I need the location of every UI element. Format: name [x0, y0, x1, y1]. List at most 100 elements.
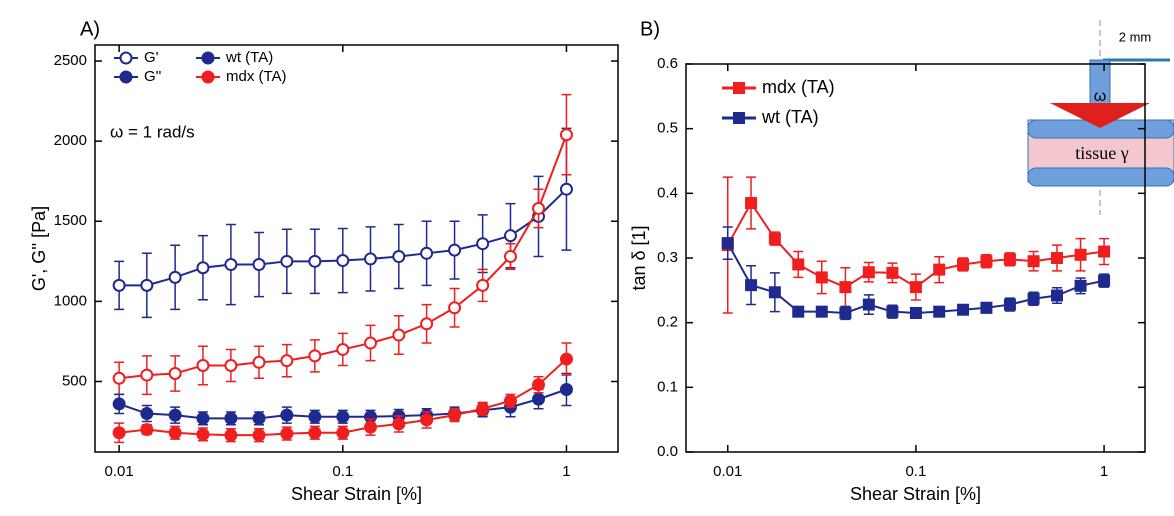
marker: [196, 358, 210, 372]
y-tick-label: 0.2: [657, 314, 678, 331]
marker: [119, 51, 133, 65]
marker: [476, 278, 490, 292]
marker: [280, 427, 294, 441]
legend-label: wt (TA): [761, 107, 819, 127]
marker: [815, 271, 828, 284]
marker: [119, 70, 133, 84]
legend-label: G': [144, 49, 159, 66]
x-tick-label: 1: [1100, 463, 1108, 480]
marker: [768, 232, 781, 245]
marker: [363, 420, 377, 434]
plate: [1027, 167, 1174, 187]
marker: [201, 70, 215, 84]
x-axis-label: Shear Strain [%]: [850, 484, 981, 504]
marker: [909, 306, 922, 319]
marker: [168, 426, 182, 440]
y-tick-label: 500: [62, 372, 87, 389]
marker: [980, 255, 993, 268]
marker: [768, 286, 781, 299]
marker: [140, 407, 154, 421]
marker: [721, 237, 734, 250]
legend-label: mdx (TA): [762, 77, 835, 97]
marker: [363, 336, 377, 350]
marker: [503, 394, 517, 408]
marker: [862, 298, 875, 311]
marker: [815, 305, 828, 318]
marker: [559, 182, 573, 196]
marker: [140, 368, 154, 382]
y-tick-label: 2000: [54, 132, 87, 149]
marker: [201, 51, 215, 65]
marker: [252, 428, 266, 442]
y-tick-label: 1500: [54, 212, 87, 229]
marker: [392, 328, 406, 342]
panel-label: B): [640, 18, 660, 40]
marker: [933, 263, 946, 276]
marker: [839, 306, 852, 319]
marker: [224, 428, 238, 442]
marker: [957, 258, 970, 271]
marker: [1050, 289, 1063, 302]
marker: [1050, 252, 1063, 264]
y-tick-label: 0.1: [657, 378, 678, 395]
y-tick-label: 1000: [54, 292, 87, 309]
y-axis-label: tan δ [1]: [629, 225, 649, 290]
marker: [448, 243, 462, 257]
marker: [168, 408, 182, 422]
legend-label: mdx (TA): [226, 68, 287, 85]
marker: [252, 355, 266, 369]
marker: [252, 411, 266, 425]
legend-label: G'': [144, 68, 162, 85]
marker: [1027, 292, 1040, 305]
marker: [1074, 279, 1087, 292]
marker: [448, 301, 462, 315]
marker: [886, 305, 899, 318]
marker: [112, 371, 126, 385]
x-tick-label: 0.01: [713, 463, 742, 480]
marker: [336, 342, 350, 356]
marker: [745, 279, 758, 292]
x-tick-label: 0.01: [105, 463, 134, 480]
marker: [308, 254, 322, 268]
y-tick-label: 0.6: [657, 55, 678, 72]
marker: [1098, 245, 1111, 258]
marker: [476, 402, 490, 416]
marker: [392, 417, 406, 431]
marker: [503, 250, 517, 264]
marker: [933, 305, 946, 318]
x-tick-label: 0.1: [332, 463, 353, 480]
marker: [112, 397, 126, 411]
marker: [168, 366, 182, 380]
y-tick-label: 0.0: [657, 443, 678, 460]
annotation: ω = 1 rad/s: [110, 122, 195, 141]
marker: [980, 301, 993, 314]
marker: [1003, 253, 1016, 266]
marker: [363, 252, 377, 266]
marker: [196, 411, 210, 425]
marker: [392, 250, 406, 264]
marker: [532, 201, 546, 215]
panel-label: A): [80, 18, 100, 40]
marker: [336, 426, 350, 440]
marker: [112, 426, 126, 440]
marker: [224, 411, 238, 425]
y-axis-label: G', G'' [Pa]: [29, 206, 49, 291]
marker: [1098, 274, 1111, 287]
marker: [196, 427, 210, 441]
marker: [733, 82, 745, 94]
marker: [1027, 255, 1040, 268]
marker: [196, 261, 210, 275]
marker: [559, 128, 573, 142]
x-tick-label: 0.1: [905, 463, 926, 480]
rotation-arrow: [1050, 103, 1150, 128]
marker: [420, 413, 434, 427]
marker: [420, 246, 434, 260]
marker: [476, 237, 490, 251]
y-tick-label: 0.4: [657, 184, 678, 201]
marker: [224, 258, 238, 272]
marker: [532, 378, 546, 392]
inset: 2 mm ω tissue γ: [1027, 20, 1174, 215]
x-tick-label: 1: [562, 463, 570, 480]
marker: [140, 278, 154, 292]
